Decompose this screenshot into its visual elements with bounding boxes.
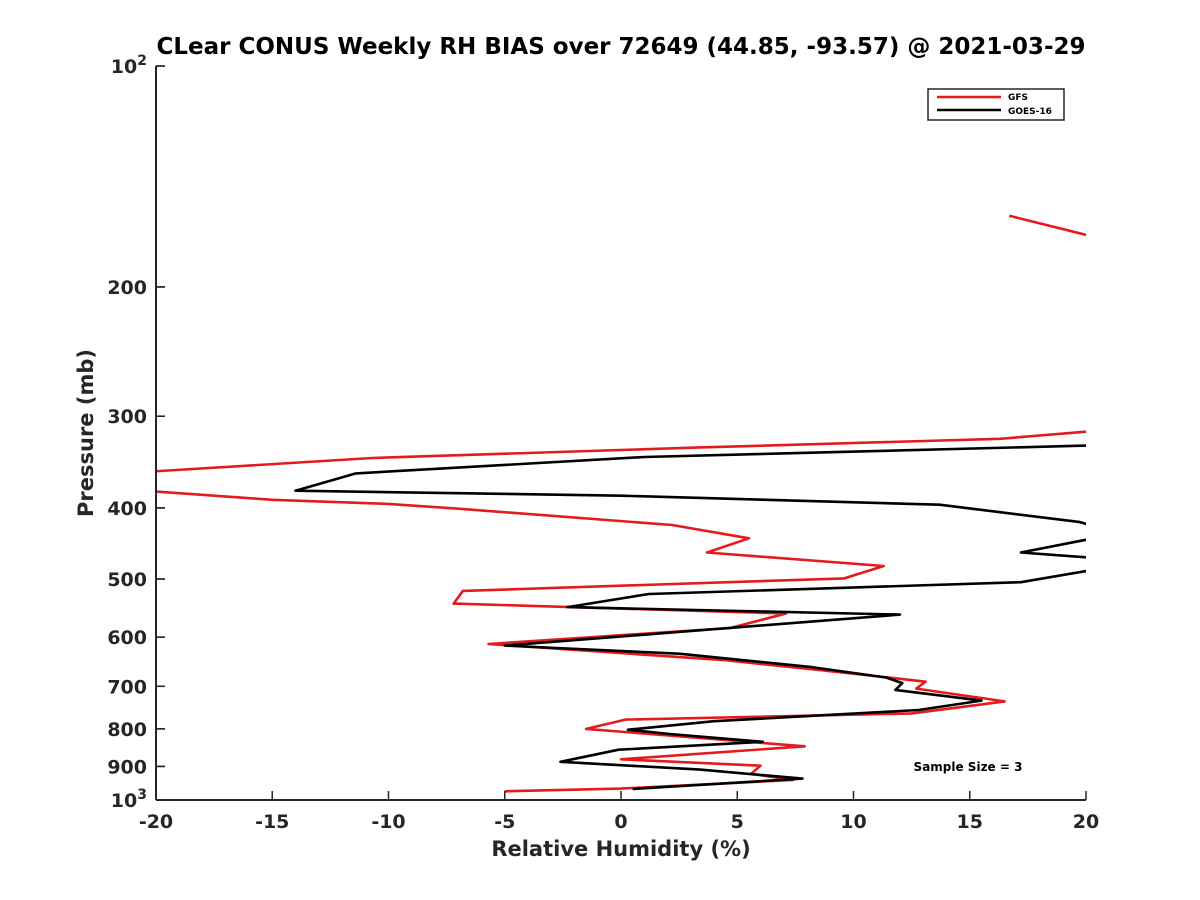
legend: GFS GOES-16	[927, 88, 1065, 121]
plot-lines	[156, 214, 1086, 793]
y-tick-label-base: 10	[111, 56, 137, 78]
y-tick-label-base: 10	[111, 790, 137, 812]
y-tick-label-base: 600	[107, 627, 147, 649]
series-line-gfs-1	[156, 430, 1086, 473]
y-tick-label-base: 900	[107, 756, 147, 778]
chart-title: CLear CONUS Weekly RH BIAS over 72649 (4…	[156, 34, 1085, 60]
y-tick-label: 103	[111, 787, 147, 812]
y-tick-label: 200	[107, 277, 147, 299]
x-tick-label: 0	[614, 811, 627, 833]
y-tick-label-base: 200	[107, 277, 147, 299]
legend-label-gfs: GFS	[1008, 93, 1028, 103]
y-tick-label-exponent: 2	[137, 53, 147, 69]
x-tick-label: -10	[371, 811, 405, 833]
y-tick-label-base: 800	[107, 719, 147, 741]
y-tick-label: 400	[107, 498, 147, 520]
x-tick-label: 20	[1073, 811, 1099, 833]
y-tick-label: 900	[107, 756, 147, 778]
x-ticks: -20 -15 -10 -5 0 5 10 15 20	[139, 791, 1099, 833]
x-axis-label: Relative Humidity (%)	[491, 837, 750, 861]
x-tick-label: 15	[957, 811, 983, 833]
y-tick-label-exponent: 3	[137, 787, 147, 803]
series-line-gfs-0	[1008, 214, 1086, 237]
y-tick-label: 300	[107, 406, 147, 428]
y-tick-label: 700	[107, 676, 147, 698]
series-line-gfs-2	[156, 490, 1006, 793]
legend-label-goes16: GOES-16	[1008, 107, 1052, 117]
sample-size-annotation: Sample Size = 3	[914, 760, 1023, 774]
series-line-goes16-0	[294, 444, 1086, 791]
y-tick-label: 500	[107, 569, 147, 591]
x-tick-label: -15	[255, 811, 289, 833]
y-tick-label-base: 300	[107, 406, 147, 428]
x-tick-label: 10	[840, 811, 866, 833]
x-tick-label: -5	[494, 811, 515, 833]
y-tick-label: 600	[107, 627, 147, 649]
y-tick-label-base: 700	[107, 676, 147, 698]
y-axis-label: Pressure (mb)	[74, 349, 98, 517]
x-tick-label: 5	[731, 811, 744, 833]
y-tick-label-base: 400	[107, 498, 147, 520]
x-tick-label: -20	[139, 811, 173, 833]
legend-box	[927, 88, 1065, 121]
y-tick-label: 800	[107, 719, 147, 741]
y-tick-label: 102	[111, 53, 147, 78]
y-tick-label-base: 500	[107, 569, 147, 591]
